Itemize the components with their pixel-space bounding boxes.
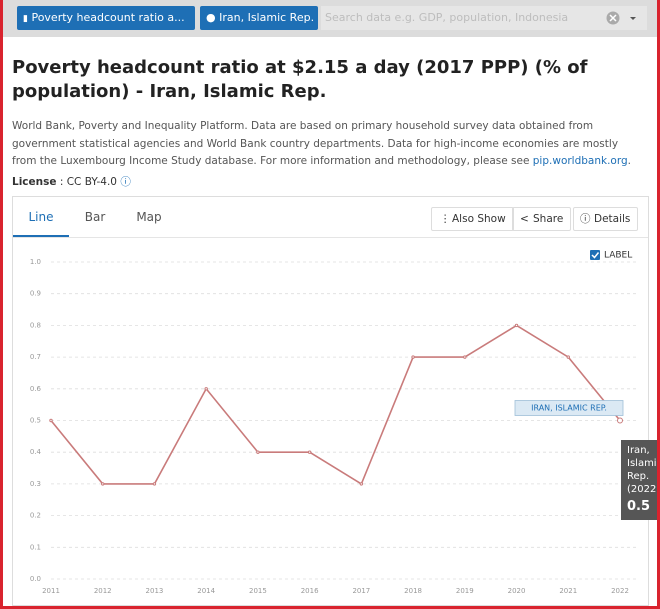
button-label: Also Show: [452, 213, 506, 225]
line-label-box: [514, 400, 624, 416]
button-label: Share: [533, 213, 564, 225]
indicator-text: Poverty headcount ratio a...: [31, 11, 185, 24]
search-input[interactable]: Search data e.g. GDP, population, Indone…: [321, 6, 647, 30]
y-tick-label: 0.9: [30, 290, 41, 298]
y-tick-label: 0.8: [30, 321, 41, 329]
description: World Bank, Poverty and Inequality Platf…: [12, 118, 632, 171]
data-point: [617, 417, 623, 424]
label-toggle[interactable]: LABEL: [604, 251, 632, 261]
country-text: Iran, Islamic Rep.: [219, 11, 315, 24]
data-point: [566, 355, 570, 359]
description-end: .: [627, 155, 631, 167]
y-tick-label: 0.5: [30, 417, 41, 425]
x-tick-label: 2015: [249, 587, 267, 595]
x-tick-label: 2019: [456, 587, 474, 595]
tab[interactable]: Map: [136, 210, 162, 224]
tooltip: Iran, Islamic Rep. (2022) 0.5: [621, 440, 660, 520]
data-point: [152, 482, 157, 486]
tooltip-year: (2022): [627, 484, 660, 495]
x-tick-label: 2020: [508, 587, 526, 595]
country-chip[interactable]: ● Iran, Islamic Rep.: [200, 6, 318, 30]
data-point: [204, 387, 208, 391]
data-point: [359, 482, 364, 486]
source-link[interactable]: pip.worldbank.org: [532, 155, 628, 167]
data-point: [49, 418, 53, 423]
data-point: [307, 450, 312, 454]
y-tick-label: 1.0: [30, 258, 41, 266]
x-tick-label: 2012: [94, 587, 112, 595]
chart-card: Line Bar Map ⋮ Also Show < Share ⓘ Details: [12, 196, 649, 606]
y-tick-label: 0.6: [30, 385, 42, 393]
data-point: [101, 482, 105, 486]
y-tick-label: 0.4: [30, 448, 42, 456]
y-tick-label: 0.3: [30, 480, 41, 488]
share-button[interactable]: < Share: [512, 207, 572, 231]
series-line: [50, 324, 621, 486]
tab[interactable]: Line: [13, 197, 69, 237]
y-tick-label: 0.0: [30, 575, 41, 583]
license-value: : CC BY-4.0: [59, 176, 117, 188]
data-point: [411, 355, 415, 359]
x-tick-label: 2017: [352, 587, 370, 595]
search-placeholder: Search data e.g. GDP, population, Indone…: [325, 11, 569, 24]
license-label: License: [12, 176, 57, 188]
data-point: [514, 323, 519, 328]
search-controls[interactable]: [605, 10, 645, 26]
tab[interactable]: Bar: [84, 210, 106, 224]
x-tick-label: 2021: [559, 587, 577, 595]
data-point: [463, 355, 467, 359]
license: License : CC BY-4.0 ⓘ: [12, 176, 131, 188]
page-title: Poverty headcount ratio at $2.15 a day (…: [12, 57, 588, 102]
tooltip-value: 0.5: [627, 499, 651, 514]
indicator-chip[interactable]: ▮ Poverty headcount ratio a...: [17, 6, 195, 30]
x-tick-label: 2022: [611, 587, 629, 595]
details-button[interactable]: ⓘ Details: [573, 207, 639, 231]
y-tick-label: 0.2: [30, 512, 41, 520]
y-tick-label: 0.7: [30, 353, 41, 361]
button-label: Details: [594, 213, 631, 225]
data-point: [256, 450, 260, 454]
description-text: World Bank, Poverty and Inequality Platf…: [12, 120, 619, 167]
x-tick-label: 2016: [301, 587, 319, 595]
tooltip-name: Iran, Islamic Rep.: [627, 445, 660, 482]
line-label: IRAN, ISLAMIC REP.: [531, 404, 607, 413]
label-checkbox[interactable]: [590, 250, 600, 260]
chart: LABEL 0.0 0.1 0.2 0.3 0.4 0.5 0.6 0.7 0.8 0.9 1.0 2…: [30, 250, 638, 595]
x-tick-label: 2018: [404, 587, 422, 595]
x-tick-label: 2011: [42, 587, 60, 595]
x-tick-label: 2014: [197, 587, 215, 595]
y-tick-label: 0.1: [30, 543, 41, 551]
also-show-button[interactable]: ⋮ Also Show: [431, 207, 514, 231]
x-tick-label: 2013: [146, 587, 164, 595]
